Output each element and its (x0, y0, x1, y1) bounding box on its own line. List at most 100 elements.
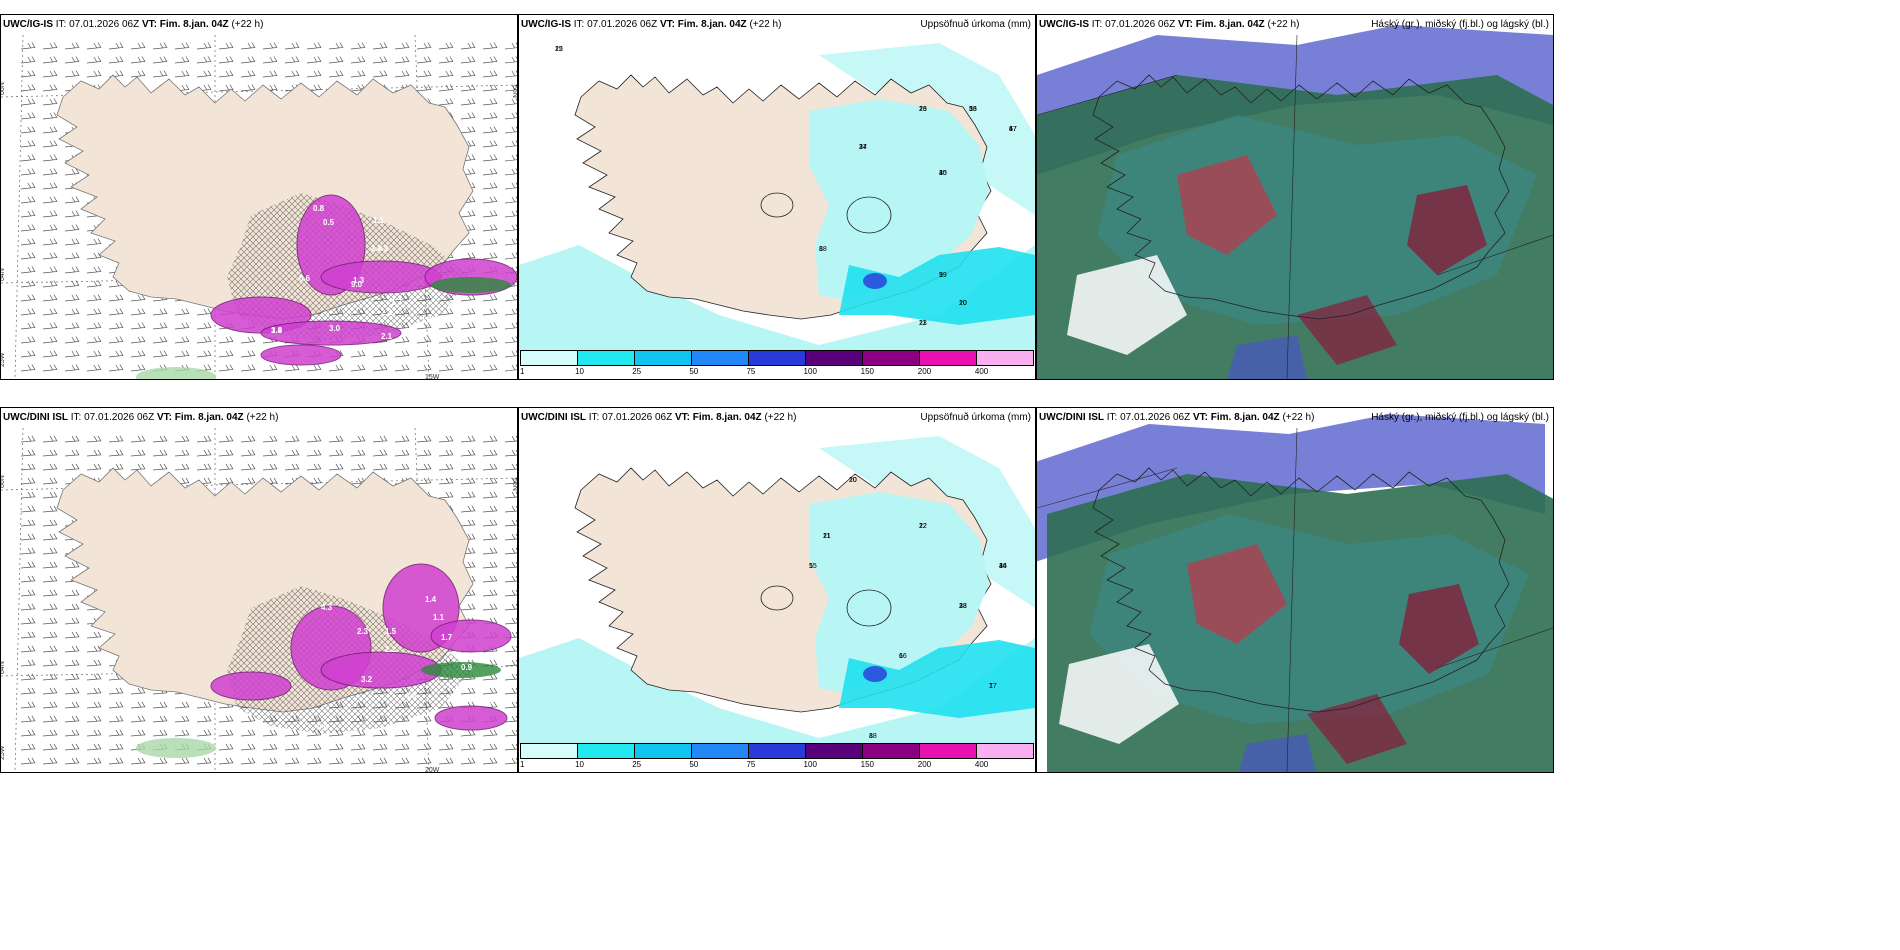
iceland-outline (1092, 467, 1510, 713)
wind-value-label: 1.1 (373, 216, 385, 225)
wind-barb (20, 350, 36, 358)
wind-barb (20, 519, 36, 527)
wind-barb (86, 659, 102, 667)
colorbar-swatch (692, 744, 749, 758)
wind-barb (42, 547, 58, 555)
wind-value-label: 2.8 (371, 244, 383, 253)
wind-barb (350, 729, 366, 737)
wind-barb (372, 364, 388, 372)
border-line (1037, 74, 1178, 116)
wind-barb (64, 561, 80, 569)
wind-barb (86, 673, 102, 681)
wind-barb (218, 70, 234, 78)
wind-barb (20, 294, 36, 302)
wind-barb (42, 631, 58, 639)
wind-barb (240, 463, 256, 471)
colorbar-swatch (863, 351, 920, 365)
wind-barb (152, 435, 168, 443)
wind-barb (218, 56, 234, 64)
wind-barb (482, 42, 498, 50)
cloud-map-panel-2: UWC/DINI ISL IT: 07.01.2026 06Z VT: Fim.… (1036, 407, 1554, 773)
wind-barb (64, 280, 80, 288)
wind-barb (42, 168, 58, 176)
wind-barb (328, 364, 344, 372)
wind-barb (350, 364, 366, 372)
longitude-line (414, 427, 430, 772)
wind-barb (350, 70, 366, 78)
wind-barb (20, 210, 36, 218)
rain-blob (431, 277, 511, 293)
precip-value-label: 17 (989, 683, 997, 690)
precip-value-label: 26 (919, 106, 927, 113)
wind-barb (42, 435, 58, 443)
wind-barb (240, 743, 256, 751)
wind-barb (262, 364, 278, 372)
wind-barb (20, 112, 36, 120)
colorbar-label: 150 (860, 367, 875, 376)
wind-barb (416, 435, 432, 443)
wind-barb (42, 252, 58, 260)
wind-barb (504, 98, 517, 106)
wind-barb (64, 238, 80, 246)
wind-value-label: 1.7 (391, 298, 403, 307)
precip-blob (260, 320, 402, 346)
wind-barb (20, 154, 36, 162)
wind-barb (306, 449, 322, 457)
wind-barb (504, 70, 517, 78)
wind-barb (86, 336, 102, 344)
wind-barb (196, 757, 212, 765)
precip-value-label: 13 (919, 106, 927, 113)
wind-barb (42, 589, 58, 597)
wind-value-label: 1.4 (271, 326, 283, 335)
glacier-outline (760, 585, 794, 611)
wind-barb (482, 364, 498, 372)
wind-barb (394, 435, 410, 443)
heavy-precip (839, 640, 1035, 718)
wind-barb (416, 743, 432, 751)
colorbar-label: 200 (917, 367, 932, 376)
precip-blob (260, 344, 342, 366)
wind-barb (306, 56, 322, 64)
colorbar-swatch (977, 351, 1033, 365)
wind-value-label: 2.8 (481, 697, 493, 706)
wind-barb (482, 603, 498, 611)
colorbar-swatch (806, 744, 863, 758)
wind-barb (504, 547, 517, 555)
wind-barb (130, 729, 146, 737)
wind-barb (86, 308, 102, 316)
wind-barb (42, 308, 58, 316)
wind-barb (240, 757, 256, 765)
wind-barb (86, 757, 102, 765)
wind-barb (372, 729, 388, 737)
wind-barb (504, 252, 517, 260)
wind-barb (64, 687, 80, 695)
precip-value-label: 16 (969, 106, 977, 113)
precip-value-label: 3 (859, 144, 863, 151)
wind-labels: 0.5 0.6 0.8 1.1 1.2 1.3 1.4 1.7 1.9 2.1 2.2 2.8 3.0 3… (271, 204, 433, 341)
wind-barb (86, 645, 102, 653)
panel-title: UWC/IG-IS IT: 07.01.2026 06Z VT: Fim. 8.… (521, 19, 782, 30)
wind-barb (108, 687, 124, 695)
wind-barb (64, 252, 80, 260)
colorbar-label: 400 (974, 367, 989, 376)
wind-barb (372, 350, 388, 358)
wind-barb (42, 603, 58, 611)
wind-value-label: 1.3 (447, 683, 459, 692)
precip-value-label: 47 (1009, 126, 1017, 133)
wind-barb (240, 364, 256, 372)
wind-barb (218, 449, 234, 457)
wind-barb (152, 42, 168, 50)
wind-barb (284, 42, 300, 50)
wind-barb (42, 224, 58, 232)
wind-barb (416, 449, 432, 457)
wind-barb (196, 729, 212, 737)
wind-barb (20, 757, 36, 765)
wind-barb (108, 294, 124, 302)
wind-barb (20, 603, 36, 611)
wind-barb (482, 224, 498, 232)
wind-barb (20, 56, 36, 64)
wind-barb (482, 575, 498, 583)
wind-barb (460, 42, 476, 50)
wind-barb (130, 322, 146, 330)
precip-value-label: 2 (919, 523, 923, 530)
